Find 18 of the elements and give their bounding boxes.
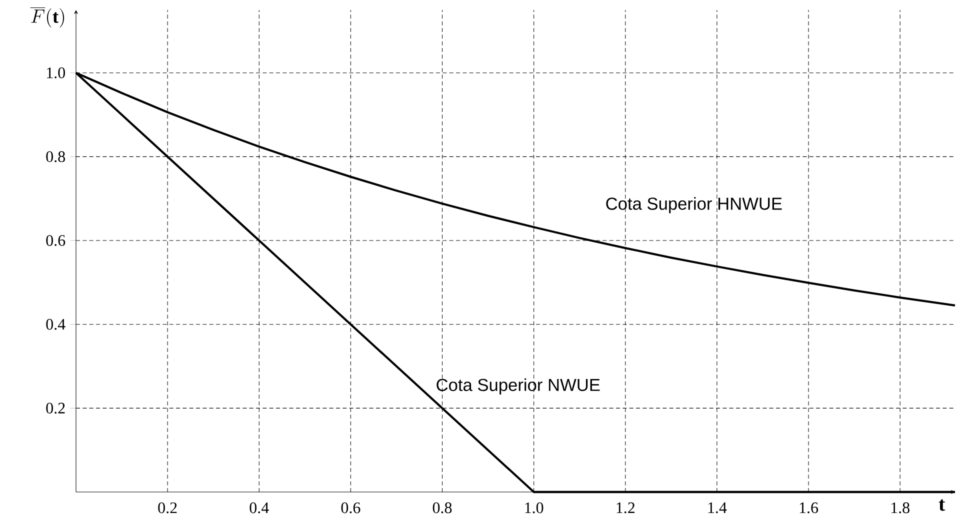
annotation: Cota Superior HNWUE xyxy=(606,197,782,214)
y-tick-label: 0.4 xyxy=(46,318,66,330)
x-tick-label: 1.8 xyxy=(891,502,910,514)
y-tick-label: 0.2 xyxy=(46,402,65,414)
y-tick-label: 1.0 xyxy=(47,67,65,78)
y-tick-label: 0.6 xyxy=(46,235,66,246)
annotation: Cota Superior NWUE xyxy=(436,378,600,395)
x-tick-label: 1.6 xyxy=(800,502,818,514)
x-tick-label: 1.0 xyxy=(525,502,544,514)
x-tick-label: 0.4 xyxy=(250,502,269,514)
x-tick-label: 0.8 xyxy=(432,502,452,514)
y-axis-title: $\overline{F}(\mathbf{t})$ xyxy=(30,8,64,28)
x-tick-label: 0.2 xyxy=(158,502,177,514)
x-tick-label: 1.4 xyxy=(708,502,727,514)
x-tick-label: 1.2 xyxy=(616,502,634,514)
x-tick-label: 0.6 xyxy=(341,502,360,514)
x-axis-title: t xyxy=(938,499,946,511)
y-tick-label: 0.8 xyxy=(46,151,65,162)
